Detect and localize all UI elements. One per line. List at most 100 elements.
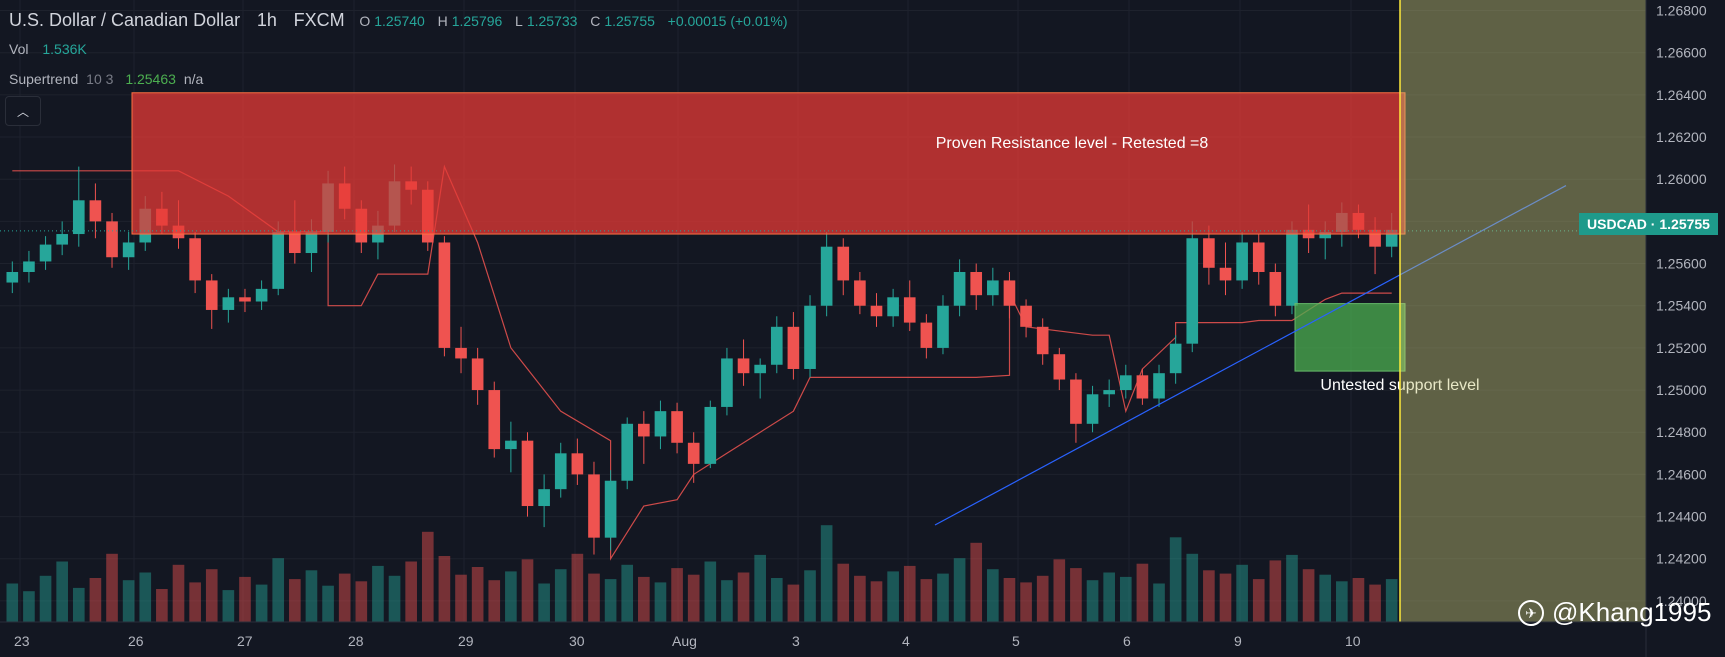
time-tick-label: 26: [128, 633, 144, 649]
candle-body: [1103, 390, 1115, 395]
volume-bar: [1103, 572, 1115, 622]
volume-value: 1.536K: [42, 41, 87, 57]
price-axis[interactable]: [1646, 0, 1725, 657]
candle-body: [804, 305, 816, 369]
last-price-tag: USDCAD · 1.25755: [1579, 213, 1718, 235]
candle-body: [987, 280, 999, 296]
candle-body: [72, 200, 85, 235]
collapse-legend-button[interactable]: ︿: [5, 96, 41, 126]
volume-bar: [1136, 563, 1149, 622]
supertrend-legend[interactable]: Supertrend 10 3 1.25463 n/a: [9, 71, 207, 87]
volume-bar: [272, 558, 285, 622]
volume-bar: [405, 561, 417, 622]
time-tick-label: Aug: [672, 633, 697, 649]
volume-bar: [89, 578, 102, 622]
candle-body: [1003, 280, 1016, 306]
price-tick-label: 1.26800: [1656, 3, 1707, 19]
volume-bar: [1169, 537, 1182, 622]
volume-bar: [987, 569, 999, 622]
candle-body: [305, 231, 318, 254]
time-tick-label: 29: [458, 633, 474, 649]
volume-bar: [604, 579, 617, 622]
chevron-up-icon: ︿: [16, 104, 29, 119]
high-label: H: [437, 13, 448, 29]
volume-bar: [1119, 576, 1132, 622]
volume-bar: [1269, 560, 1282, 622]
resistance-zone[interactable]: [131, 92, 1406, 235]
candle-body: [770, 326, 783, 365]
candle-body: [521, 440, 534, 507]
candle-body: [704, 406, 717, 464]
candle-body: [106, 221, 118, 258]
interval-label[interactable]: 1h: [256, 10, 277, 30]
volume-legend[interactable]: Vol 1.536K: [9, 41, 91, 57]
volume-bar: [937, 573, 949, 622]
candle-body: [953, 271, 966, 306]
price-tick-label: 1.25600: [1656, 256, 1707, 272]
volume-bar: [488, 580, 501, 622]
open-label: O: [359, 13, 371, 29]
candle-body: [289, 231, 301, 254]
candle-body: [937, 305, 949, 348]
watermark-text: @Khang1995: [1552, 597, 1712, 627]
time-tick-label: 28: [348, 633, 364, 649]
volume-bar: [289, 579, 301, 622]
volume-bar: [139, 572, 152, 622]
candle-body: [820, 246, 833, 306]
candle-body: [56, 234, 68, 245]
symbol-name[interactable]: U.S. Dollar / Canadian Dollar: [9, 10, 241, 30]
volume-bar: [455, 574, 467, 622]
volume-bar: [322, 585, 334, 622]
volume-bar: [1003, 578, 1016, 622]
candle-body: [1385, 229, 1398, 247]
price-tick-label: 1.26400: [1656, 87, 1707, 103]
volume-bar: [372, 565, 384, 622]
candle-body: [1369, 229, 1381, 247]
price-tick-label: 1.24400: [1656, 509, 1707, 525]
candle-body: [39, 244, 52, 262]
volume-bar: [754, 554, 766, 622]
volume-bar: [1070, 568, 1082, 622]
candle-body: [471, 358, 484, 391]
candle-body: [455, 347, 467, 359]
volume-bar: [1186, 553, 1199, 622]
volume-bar: [654, 582, 667, 622]
volume-bar: [39, 575, 52, 622]
volume-bar: [1302, 569, 1315, 622]
volume-bar: [255, 584, 268, 622]
trend-line[interactable]: [934, 185, 1567, 526]
change-value: +0.00015 (+0.01%): [667, 13, 788, 29]
price-tick-label: 1.24200: [1656, 551, 1707, 567]
volume-bar: [122, 580, 135, 622]
watermark: ✈ @Khang1995: [1518, 597, 1711, 628]
volume-bar: [1086, 580, 1099, 622]
volume-bar: [239, 576, 251, 622]
volume-bar: [56, 561, 68, 622]
time-tick-label: 9: [1234, 633, 1242, 649]
candle-body: [1269, 271, 1282, 306]
ohlc-high: H 1.25796: [438, 13, 507, 29]
supertrend-line: [12, 164, 1392, 561]
volume-bar: [820, 525, 833, 622]
volume-bar: [1036, 575, 1049, 622]
candle-body: [554, 453, 567, 490]
exchange-label: FXCM: [293, 10, 345, 30]
time-tick-label: 23: [14, 633, 30, 649]
ohlc-close: C 1.25755: [590, 13, 659, 29]
volume-bar: [1352, 578, 1365, 622]
candle-body: [887, 297, 899, 317]
candle-body: [1020, 305, 1032, 327]
price-tick-label: 1.25400: [1656, 298, 1707, 314]
low-value: 1.25733: [526, 13, 578, 29]
candle-body: [970, 271, 983, 296]
time-axis[interactable]: [0, 622, 1646, 657]
volume-bar: [704, 561, 717, 622]
volume-bar: [1153, 583, 1165, 622]
candle-body: [687, 442, 700, 464]
candle-body: [23, 261, 35, 272]
time-tick-label: 6: [1123, 633, 1131, 649]
support-zone[interactable]: [1294, 303, 1406, 372]
volume-bar: [687, 574, 700, 622]
volume-bar: [438, 556, 451, 622]
